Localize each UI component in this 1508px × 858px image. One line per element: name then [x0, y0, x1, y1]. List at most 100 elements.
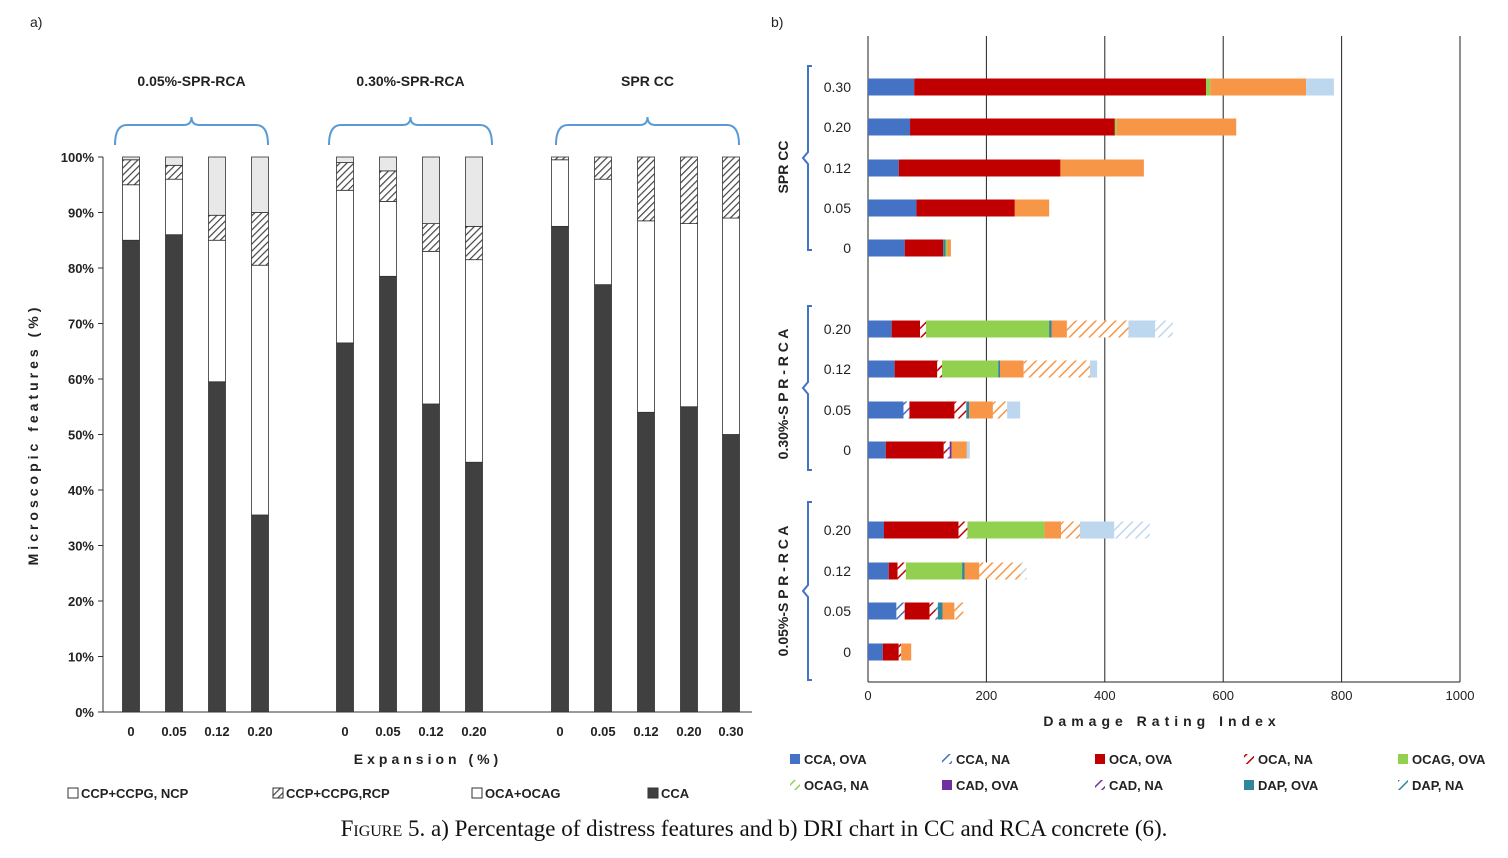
y-tick-label: 50% — [68, 428, 94, 443]
legend-label-ocag-na: OCAG, NA — [804, 778, 870, 793]
bar-segment-orange-na — [1060, 521, 1080, 539]
legend-label-ccp-ccpg-rcp: CCP+CCPG,RCP — [286, 786, 390, 801]
bar-segment-oca-ocag — [722, 217, 740, 435]
bar-segment-orange-ova — [964, 562, 980, 580]
bar-segment-orange-ova — [1044, 521, 1061, 539]
y-tick-label: 20% — [68, 594, 94, 609]
bar-segment-oca-ova — [909, 401, 955, 419]
bar-segment-cca — [379, 275, 397, 713]
bar-segment-oca-ocag — [465, 259, 483, 463]
bar-segment-oca-na — [943, 441, 948, 459]
bar-segment-orange-ova — [1210, 78, 1307, 96]
x-tick-label: 600 — [1212, 688, 1234, 703]
bar-segment-dap-ova — [943, 239, 946, 257]
bar-segment-ccp-ccpg-ncp — [422, 156, 440, 224]
x-tick-label: 400 — [1094, 688, 1116, 703]
bar-segment-oca-ova — [894, 360, 938, 378]
x-tick-label: 0.12 — [418, 724, 443, 739]
bar-segment-ccp-ccpg-rcp — [336, 162, 354, 191]
legend-label-oca-na: OCA, NA — [1258, 752, 1314, 767]
bar-segment-oca-ocag — [165, 178, 183, 236]
group-brace — [114, 116, 269, 146]
bar-segment-cca-ova — [868, 199, 917, 217]
bar-segment-ccp-ccpg-ncp — [379, 156, 397, 172]
group-brace — [801, 305, 812, 471]
legend-swatch-ocag-ova — [1398, 754, 1408, 764]
y-tick-label: 0.30 — [824, 79, 851, 95]
bar-segment-dap-na — [935, 602, 938, 620]
bar-segment-cca — [336, 342, 354, 713]
bar-segment-cca-ova — [868, 239, 905, 257]
bar-segment-oca-na — [898, 643, 902, 661]
bar-segment-oca-ova — [904, 602, 930, 620]
legend-label-cad-na: CAD, NA — [1109, 778, 1164, 793]
y-tick-label: 0 — [843, 442, 851, 458]
bar-segment-oca-na — [958, 521, 968, 539]
bar-segment-cca-ova — [868, 602, 897, 620]
bar-segment-light-blue-ova — [1079, 521, 1115, 539]
bar-segment-orange-ova — [951, 441, 967, 459]
bar-segment-oca-ova — [882, 643, 899, 661]
y-tick-label: 0.12 — [824, 563, 851, 579]
y-tick-label: 0.20 — [824, 522, 851, 538]
x-tick-label: 0 — [341, 724, 348, 739]
bar-segment-light-blue-ova — [966, 441, 970, 459]
legend-swatch-ccp-ccpg-ncp — [67, 787, 79, 799]
group-label-0-05-s-p-r-r-c-a: 0.05%-S P R - R C A — [775, 526, 791, 657]
y-tick-label: 0.12 — [824, 160, 851, 176]
y-tick-label: 90% — [68, 206, 94, 221]
legend-swatch-cca-ova — [790, 754, 800, 764]
y-tick-label: 40% — [68, 483, 94, 498]
bar-segment-ccp-ccpg-ncp — [165, 156, 183, 166]
legend-swatch-dap-ova — [1244, 780, 1254, 790]
bar-segment-oca-ova — [898, 159, 1061, 177]
bar-segment-ocag-ova — [942, 360, 999, 378]
bar-segment-cca-ova — [868, 78, 915, 96]
bar-segment-cca-ova — [868, 159, 899, 177]
x-tick-label: 0.20 — [247, 724, 272, 739]
legend-label-cca-ova: CCA, OVA — [804, 752, 867, 767]
bar-segment-orange-ova — [947, 239, 951, 257]
bar-segment-ccp-ccpg-rcp — [379, 170, 397, 202]
bar-segment-cca-ova — [868, 521, 884, 539]
bar-segment-oca-ocag — [551, 159, 569, 227]
bar-segment-cca — [465, 461, 483, 713]
bar-segment-orange-ova — [942, 602, 955, 620]
legend-label-cca-na: CCA, NA — [956, 752, 1011, 767]
group-brace — [801, 65, 812, 251]
bar-segment-orange-ova — [1116, 118, 1237, 136]
bar-segment-ccp-ccpg-ncp — [251, 156, 269, 213]
bar-segment-orange-na — [1066, 320, 1129, 338]
bar-segment-ccp-ccpg-ncp — [465, 156, 483, 227]
legend-label-cad-ova: CAD, OVA — [956, 778, 1019, 793]
bar-segment-cca — [251, 514, 269, 713]
legend-swatch-oca-ova — [1095, 754, 1105, 764]
y-tick-label: 0% — [75, 705, 94, 720]
panel-label: b) — [771, 14, 783, 30]
bar-segment-ccp-ccpg-rcp — [165, 164, 183, 180]
bar-segment-cca-na — [903, 401, 910, 419]
caption-label: Figure 5. — [340, 816, 426, 841]
bar-segment-orange-ova — [969, 401, 993, 419]
bar-segment-ocag-ova — [1114, 118, 1117, 136]
bar-segment-ccp-ccpg-rcp — [722, 156, 740, 219]
legend-swatch-ccp-ccpg-rcp — [272, 787, 284, 799]
x-tick-label: 1000 — [1446, 688, 1475, 703]
panel-b: b) 0 200 400 600 800 1000 Damage Rating Index SP… — [771, 14, 1486, 793]
bar-segment-cca-ova — [868, 562, 889, 580]
x-tick-label: 0.12 — [633, 724, 658, 739]
bar-segment-oca-ova — [916, 199, 1015, 217]
bar-segment-light-blue-na — [1114, 521, 1150, 539]
bar-segment-oca-na — [920, 320, 927, 338]
y-tick-label: 30% — [68, 539, 94, 554]
bar-segment-cca — [165, 234, 183, 713]
group-label-spr-cc: SPR CC — [775, 141, 791, 194]
legend-swatch-cca — [647, 787, 659, 799]
y-tick-label: 0 — [843, 644, 851, 660]
bar-segment-ccp-ccpg-ncp — [208, 156, 226, 216]
y-tick-label: 0.20 — [824, 321, 851, 337]
figure-caption: Figure 5. a) Percentage of distress feat… — [0, 816, 1508, 842]
bar-segment-cca-ova — [868, 441, 886, 459]
x-tick-label: 0.05 — [161, 724, 186, 739]
bar-segment-orange-na — [992, 401, 1008, 419]
